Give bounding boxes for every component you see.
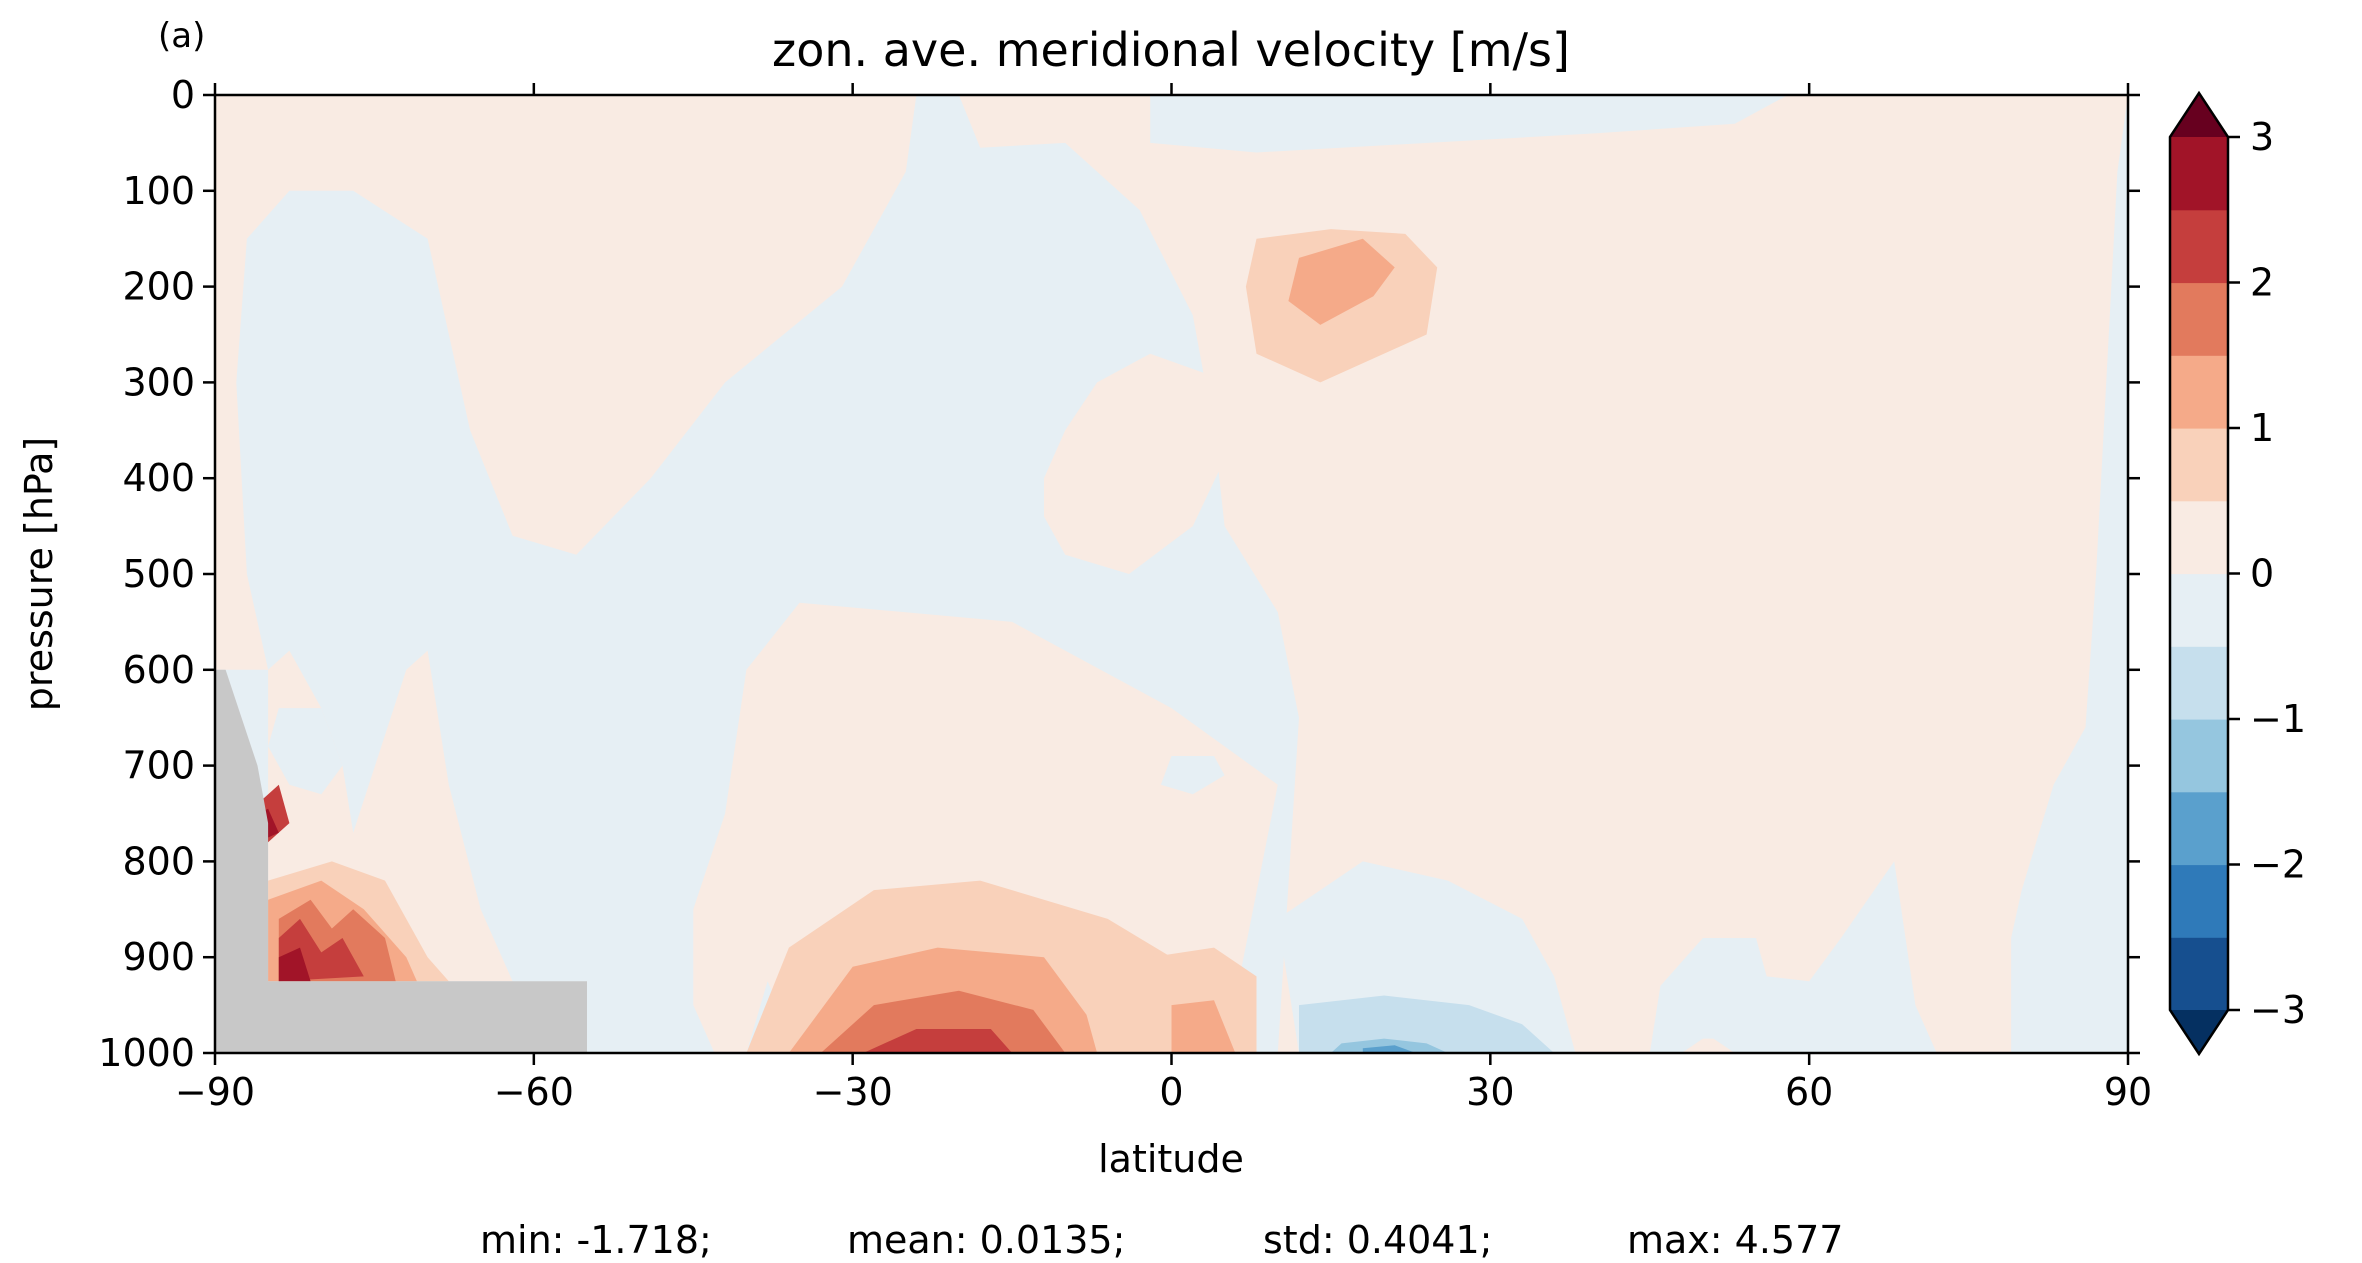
colorbar-tick-label: 2: [2250, 261, 2274, 305]
panel-label: (a): [158, 16, 205, 56]
chart-title: zon. ave. meridional velocity [m/s]: [772, 23, 1570, 77]
colorbar-over-triangle: [2170, 93, 2228, 137]
colorbar-band-11: [2170, 137, 2228, 211]
contour-region-8: [268, 708, 343, 795]
y-tick-label: 100: [122, 169, 195, 213]
x-tick-label: 0: [1159, 1070, 1183, 1114]
colorbar-band-1: [2170, 864, 2228, 938]
contour-region-2: [693, 95, 2128, 1053]
colorbar-band-6: [2170, 500, 2228, 575]
y-axis-label: pressure [hPa]: [17, 437, 61, 711]
contour-region-9: [1160, 756, 1225, 795]
y-tick-label: 200: [122, 265, 195, 309]
y-tick-label: 1000: [98, 1031, 195, 1075]
y-tick-label: 500: [122, 552, 195, 596]
colorbar-band-9: [2170, 282, 2228, 356]
y-axis-ticks: 0 100 200 300 400 500 600 700 800 900 1000: [98, 73, 2140, 1075]
plot-area: [215, 95, 2128, 1053]
stat-std: std: 0.4041;: [1263, 1218, 1492, 1262]
x-tick-label: −30: [813, 1070, 893, 1114]
colorbar-band-8: [2170, 355, 2228, 429]
stats-line: min: -1.718; mean: 0.0135; std: 0.4041; …: [480, 1218, 1843, 1262]
y-tick-label: 300: [122, 360, 195, 404]
x-tick-label: −90: [175, 1070, 255, 1114]
masked-topography: [215, 669, 587, 1053]
colorbar-band-3: [2170, 719, 2228, 793]
stat-min: min: -1.718;: [480, 1218, 712, 1262]
stat-mean: mean: 0.0135;: [847, 1218, 1125, 1262]
contour-region-21: [820, 990, 1066, 1053]
contour-region-3: [1044, 353, 1225, 574]
y-tick-label: 800: [122, 839, 195, 883]
y-tick-label: 400: [122, 456, 195, 500]
contour-regions: [215, 95, 2128, 1053]
colorbar-tick-label: 0: [2250, 552, 2274, 596]
y-tick-label: 700: [122, 744, 195, 788]
y-tick-label: 0: [171, 73, 195, 117]
contour-region-16: [1288, 238, 1395, 325]
colorbar-band-7: [2170, 428, 2228, 502]
colorbar-tick-label: 3: [2250, 115, 2274, 159]
colorbar-band-10: [2170, 209, 2228, 284]
x-tick-label: 30: [1466, 1070, 1514, 1114]
colorbar: 3 2 1 0 −1 −2 −3: [2168, 90, 2306, 1057]
colorbar-tick-label: −1: [2250, 697, 2306, 741]
x-tick-label: 90: [2104, 1070, 2152, 1114]
x-tick-label: −60: [494, 1070, 574, 1114]
colorbar-band-5: [2170, 573, 2228, 647]
contour-region-24: [863, 1029, 1013, 1053]
colorbar-tick-label: −2: [2250, 843, 2306, 887]
x-axis-label: latitude: [1098, 1137, 1244, 1181]
y-tick-label: 600: [122, 648, 195, 692]
contour-region-18: [1171, 1000, 1236, 1053]
contour-region-27: [278, 947, 311, 982]
colorbar-band-0: [2170, 937, 2228, 1011]
stat-max: max: 4.577: [1627, 1218, 1843, 1262]
contour-region-5: [895, 224, 1087, 368]
contour-region-7: [576, 976, 715, 1053]
colorbar-under-triangle: [2170, 1010, 2228, 1054]
contour-region-15: [1299, 995, 1555, 1053]
x-tick-label: 60: [1785, 1070, 1833, 1114]
colorbar-tick-label: −3: [2250, 988, 2306, 1032]
x-axis-ticks: −90 −60 −30 0 30 60 90: [175, 83, 2152, 1114]
contour-region-4: [1681, 1038, 1735, 1053]
contour-region-23: [1362, 1045, 1416, 1053]
y-tick-label: 900: [122, 935, 195, 979]
contour-region-10: [1830, 1009, 1916, 1053]
colorbar-tick-label: 1: [2250, 406, 2274, 450]
colorbar-band-4: [2170, 646, 2228, 720]
contour-region-0: [215, 95, 917, 670]
colorbar-band-2: [2170, 791, 2228, 866]
